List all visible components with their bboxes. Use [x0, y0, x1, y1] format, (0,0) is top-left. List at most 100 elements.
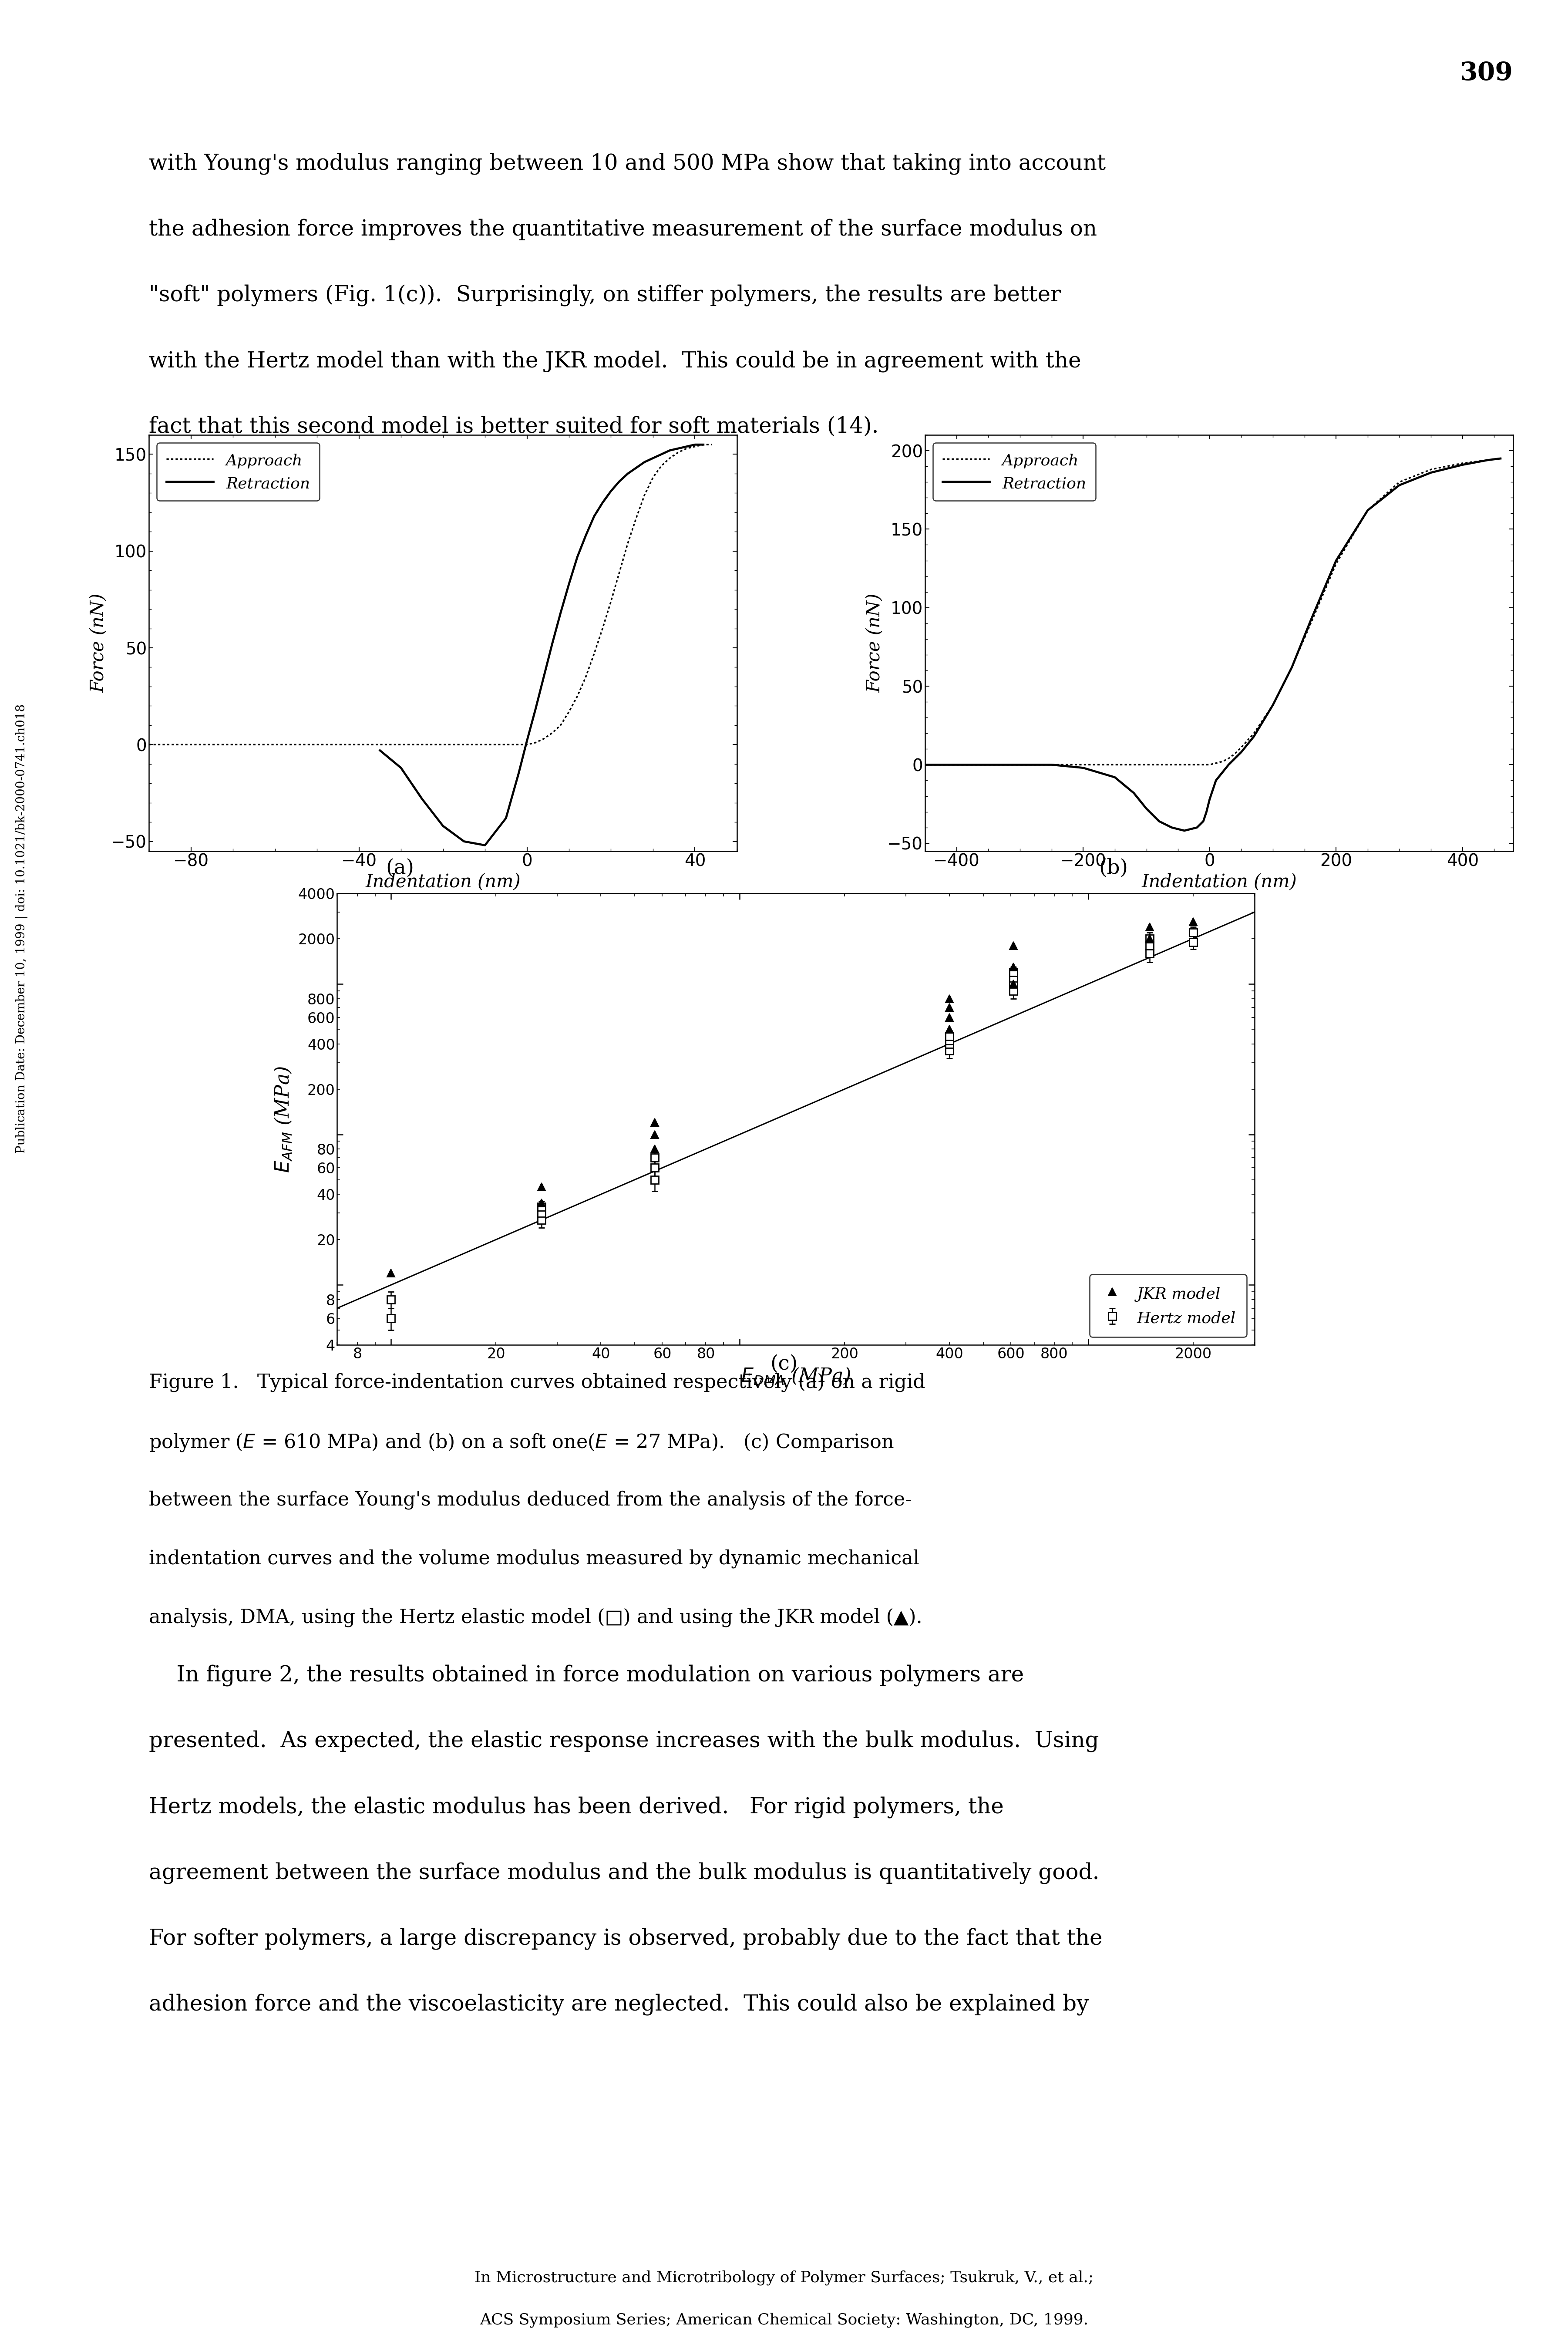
Retraction	[577, 522, 596, 550]
Text: agreement between the surface modulus and the bulk modulus is quantitatively goo: agreement between the surface modulus an…	[149, 1862, 1099, 1883]
Retraction	[510, 759, 528, 788]
Approach	[433, 731, 452, 759]
Retraction	[610, 468, 629, 496]
Retraction	[392, 755, 411, 783]
Text: In figure 2, the results obtained in force modulation on various polymers are: In figure 2, the results obtained in for…	[149, 1665, 1024, 1686]
Text: indentation curves and the volume modulus measured by dynamic mechanical: indentation curves and the volume modulu…	[149, 1549, 919, 1568]
Retraction	[1479, 447, 1497, 475]
Text: between the surface Young's modulus deduced from the analysis of the force-: between the surface Young's modulus dedu…	[149, 1491, 913, 1509]
Approach	[1479, 447, 1497, 475]
Retraction	[1162, 813, 1181, 842]
Text: with Young's modulus ranging between 10 and 500 MPa show that taking into accoun: with Young's modulus ranging between 10 …	[149, 153, 1105, 174]
Approach	[1174, 750, 1193, 778]
Retraction	[1043, 750, 1062, 778]
Retraction	[1327, 545, 1345, 574]
Approach	[543, 719, 561, 748]
JKR model	[1184, 907, 1203, 936]
Retraction	[1226, 745, 1245, 773]
Approach	[455, 731, 474, 759]
Approach	[568, 682, 586, 710]
JKR model	[1140, 912, 1159, 940]
JKR model	[644, 1136, 663, 1164]
Retraction	[1389, 470, 1408, 498]
Approach	[610, 557, 629, 585]
Retraction	[1193, 806, 1212, 835]
Retraction	[543, 630, 561, 658]
Approach	[202, 731, 221, 759]
Approach	[497, 731, 516, 759]
Retraction	[1149, 806, 1168, 835]
Retraction	[1200, 785, 1218, 813]
Approach	[182, 731, 201, 759]
Retraction	[1196, 797, 1215, 825]
Retraction	[593, 489, 612, 517]
Approach	[525, 729, 544, 757]
Approach	[1389, 468, 1408, 496]
Approach	[652, 451, 671, 480]
Retraction	[1105, 764, 1124, 792]
Legend: Approach, Retraction: Approach, Retraction	[157, 442, 320, 501]
Text: (c): (c)	[770, 1354, 798, 1373]
Retraction	[652, 440, 671, 468]
Retraction	[1301, 607, 1320, 635]
Retraction	[1187, 813, 1206, 842]
Approach	[1124, 750, 1143, 778]
Retraction	[1137, 795, 1156, 823]
Retraction	[1422, 458, 1441, 487]
Approach	[635, 482, 654, 510]
Legend: Approach, Retraction: Approach, Retraction	[933, 442, 1096, 501]
Retraction	[497, 804, 516, 832]
JKR model	[532, 1173, 550, 1201]
Text: (b): (b)	[1099, 858, 1127, 877]
Text: presented.  As expected, the elastic response increases with the bulk modulus.  : presented. As expected, the elastic resp…	[149, 1730, 1099, 1751]
Approach	[475, 731, 494, 759]
Approach	[702, 430, 721, 458]
Approach	[245, 731, 263, 759]
JKR model	[1004, 952, 1022, 980]
Y-axis label: Force (nN): Force (nN)	[89, 592, 108, 694]
Approach	[695, 430, 713, 458]
Approach	[1193, 750, 1212, 778]
Retraction	[1124, 778, 1143, 806]
Text: the adhesion force improves the quantitative measurement of the surface modulus : the adhesion force improves the quantita…	[149, 219, 1098, 240]
Text: with the Hertz model than with the JKR model.  This could be in agreement with t: with the Hertz model than with the JKR m…	[149, 350, 1082, 371]
Retraction	[1220, 750, 1239, 778]
Text: fact that this second model is better suited for soft materials (14).: fact that this second model is better su…	[149, 416, 878, 437]
Approach	[140, 731, 158, 759]
Text: Publication Date: December 10, 1999 | doi: 10.1021/bk-2000-0741.ch018: Publication Date: December 10, 1999 | do…	[16, 703, 28, 1154]
Retraction	[635, 449, 654, 477]
Text: 309: 309	[1460, 61, 1513, 85]
Retraction	[1491, 444, 1510, 473]
Approach	[350, 731, 368, 759]
Approach	[1200, 750, 1218, 778]
Approach	[1327, 550, 1345, 578]
Retraction	[1245, 722, 1264, 750]
JKR model	[532, 1190, 550, 1218]
Approach	[1043, 750, 1062, 778]
Retraction	[517, 726, 536, 755]
Approach	[593, 614, 612, 642]
Approach	[1283, 654, 1301, 682]
Approach	[660, 444, 679, 473]
JKR model	[644, 1107, 663, 1136]
Approach	[1137, 750, 1156, 778]
Approach	[1214, 748, 1232, 776]
Approach	[1301, 609, 1320, 637]
Approach	[1187, 750, 1206, 778]
JKR model	[941, 992, 960, 1020]
Approach	[287, 731, 306, 759]
Line: JKR model: JKR model	[387, 917, 1196, 1277]
Retraction	[1206, 766, 1225, 795]
Retraction	[1232, 738, 1251, 766]
Retraction	[455, 828, 474, 856]
Approach	[329, 731, 348, 759]
Approach	[392, 731, 411, 759]
Retraction	[1454, 451, 1472, 480]
Text: Hertz models, the elastic modulus has been derived.   For rigid polymers, the: Hertz models, the elastic modulus has be…	[149, 1796, 1004, 1817]
Retraction	[618, 458, 637, 487]
JKR model	[941, 1004, 960, 1032]
Text: Figure 1.   Typical force-indentation curves obtained respectively (a) on a rigi: Figure 1. Typical force-indentation curv…	[149, 1373, 925, 1392]
Approach	[577, 663, 596, 691]
Y-axis label: $E_{AFM}$ (MPa): $E_{AFM}$ (MPa)	[273, 1065, 293, 1173]
Retraction	[1283, 654, 1301, 682]
